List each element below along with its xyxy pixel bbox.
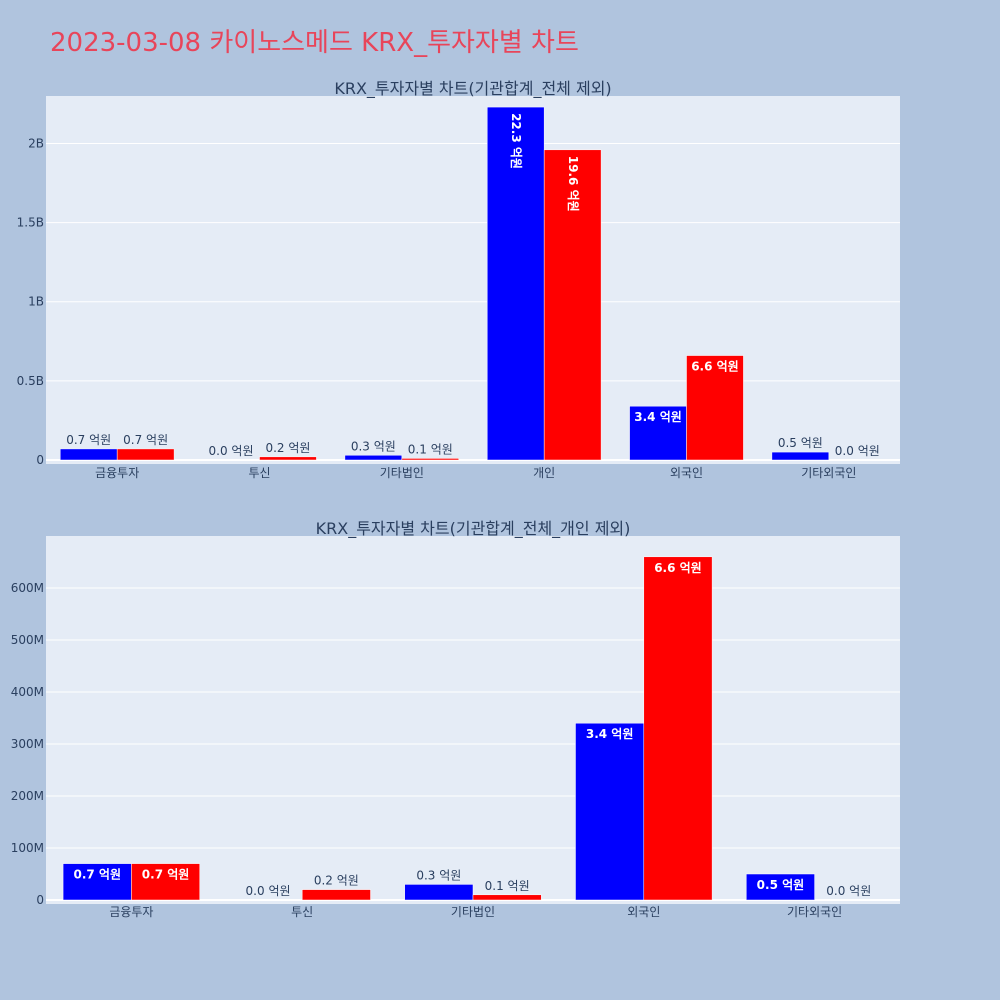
- bar: [771, 451, 830, 461]
- x-tick-label: 투신: [291, 905, 313, 919]
- bar-value-label: 3.4 억원: [586, 727, 634, 741]
- bar-value-label: 0.0 억원: [209, 444, 254, 458]
- bar: [404, 884, 474, 901]
- bar: [116, 448, 175, 461]
- bar: [686, 355, 744, 461]
- bar: [344, 455, 403, 461]
- bar-value-label: 0.0 억원: [826, 884, 871, 898]
- bar-value-label: 0.5 억원: [778, 436, 823, 450]
- y-tick-label: 200M: [11, 789, 44, 803]
- bar-value-label: 0.7 억원: [66, 433, 111, 447]
- bar-value-label: 0.1 억원: [408, 442, 453, 456]
- page-title: 2023-03-08 카이노스메드 KRX_투자자별 차트: [50, 28, 579, 58]
- y-tick-label: 2B: [28, 136, 44, 150]
- y-tick-label: 0.5B: [17, 374, 44, 388]
- chart-title: KRX_투자자별 차트(기관합계_전체_개인 제외): [316, 519, 631, 539]
- bar: [629, 405, 687, 461]
- bar-value-label: 0.3 억원: [351, 439, 396, 453]
- bar-value-label: 0.2 억원: [314, 874, 359, 888]
- y-tick-label: 1B: [28, 295, 44, 309]
- bar-value-label: 3.4 억원: [634, 410, 682, 424]
- bar: [131, 863, 200, 901]
- bar-value-label: 0.3 억원: [416, 868, 461, 882]
- x-tick-label: 외국인: [627, 905, 660, 919]
- bar: [746, 873, 815, 901]
- bar: [543, 149, 602, 461]
- y-tick-label: 0: [36, 453, 44, 467]
- bar: [486, 106, 545, 461]
- plot-area: [46, 96, 900, 464]
- bar-value-label: 0.1 억원: [485, 879, 530, 893]
- bar-value-label: 0.7 억원: [123, 433, 168, 447]
- bar: [575, 722, 645, 901]
- bar-value-label: 0.0 억원: [246, 884, 291, 898]
- x-tick-label: 투신: [248, 466, 270, 480]
- chart-1: KRX_투자자별 차트(기관합계_전체 제외) 0 0.5B 1B 1.5B 2B 금융투자…: [17, 79, 900, 480]
- bar-value-label: 0.0 억원: [835, 444, 880, 458]
- x-tick-label: 기타법인: [380, 466, 424, 480]
- bar-value-label: 6.6 억원: [691, 360, 739, 374]
- x-tick-label: 기타외국인: [801, 466, 856, 480]
- y-tick-label: 300M: [11, 737, 44, 751]
- y-tick-label: 400M: [11, 685, 44, 699]
- bar: [643, 556, 713, 901]
- chart-title: KRX_투자자별 차트(기관합계_전체 제외): [334, 79, 611, 99]
- bar: [301, 889, 371, 901]
- bar-value-label: 22.3 억원: [509, 113, 523, 169]
- x-tick-label: 외국인: [670, 466, 703, 480]
- x-tick-label: 기타법인: [451, 905, 495, 919]
- bar: [259, 456, 317, 461]
- x-tick-label: 금융투자: [109, 905, 153, 919]
- y-tick-label: 1.5B: [17, 216, 44, 230]
- bar-value-label: 19.6 억원: [566, 156, 580, 212]
- bar: [401, 458, 460, 461]
- bar-value-label: 0.7 억원: [73, 868, 121, 882]
- y-tick-label: 0: [36, 893, 44, 907]
- y-tick-label: 100M: [11, 841, 44, 855]
- bar-value-label: 0.2 억원: [265, 441, 310, 455]
- y-tick-label: 600M: [11, 581, 44, 595]
- bar-value-label: 0.5 억원: [757, 878, 805, 892]
- bar-value-label: 0.7 억원: [142, 868, 190, 882]
- plot-area: [46, 536, 900, 904]
- x-tick-label: 개인: [533, 466, 555, 480]
- y-tick-label: 500M: [11, 633, 44, 647]
- bar-value-label: 6.6 억원: [654, 561, 702, 575]
- x-tick-label: 금융투자: [95, 466, 139, 480]
- x-tick-label: 기타외국인: [787, 905, 842, 919]
- bar: [472, 894, 542, 901]
